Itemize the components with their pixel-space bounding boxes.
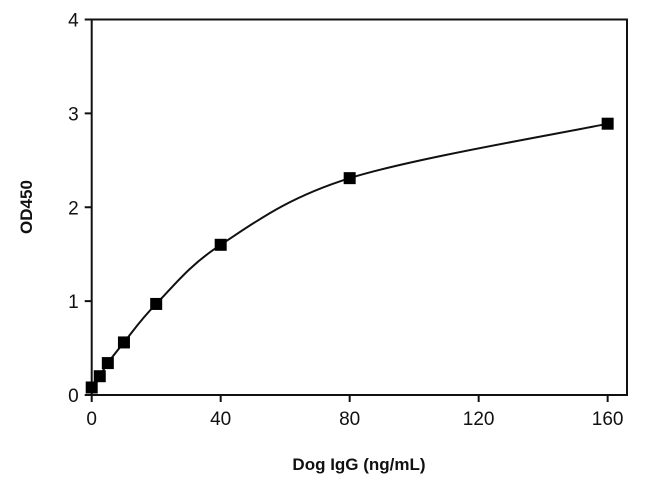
x-axis-title: Dog IgG (ng/mL) (292, 455, 425, 474)
data-point (150, 297, 163, 310)
data-points (85, 117, 614, 394)
data-point (93, 370, 106, 383)
x-ticks: 0 40 80 120 160 (86, 395, 624, 430)
y-tick-label: 1 (68, 292, 79, 313)
x-tick-label: 40 (210, 409, 231, 430)
data-point (601, 117, 614, 130)
x-tick-label: 0 (86, 409, 97, 430)
data-point (214, 238, 227, 251)
y-tick-label: 0 (68, 386, 79, 407)
x-tick-label: 120 (463, 409, 495, 430)
y-ticks: 0 1 2 3 4 (68, 11, 92, 407)
data-point (343, 172, 356, 185)
y-tick-label: 4 (68, 11, 79, 32)
fit-curve (90, 122, 608, 389)
y-tick-label: 3 (68, 104, 79, 125)
axes (90, 18, 628, 396)
y-tick-label: 2 (68, 198, 79, 219)
x-tick-label: 80 (339, 409, 360, 430)
x-tick-label: 160 (592, 409, 624, 430)
plot-frame (90, 18, 628, 396)
y-axis-title: OD450 (17, 180, 36, 234)
data-point (85, 381, 98, 394)
data-point (117, 336, 130, 349)
data-point (101, 357, 114, 370)
